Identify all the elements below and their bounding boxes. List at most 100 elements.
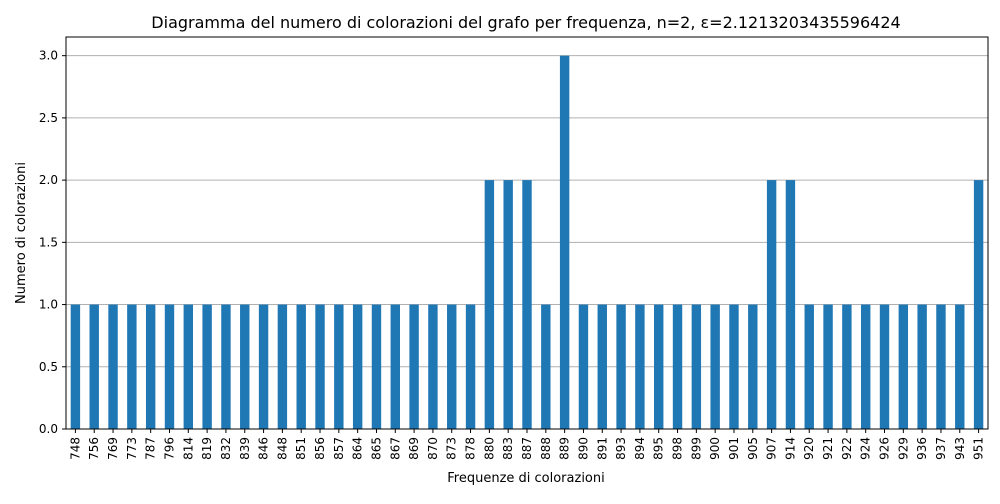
- bar-898: [672, 304, 683, 429]
- bar-926: [879, 304, 890, 429]
- bar-873: [447, 304, 457, 429]
- x-tick-label: 900: [708, 437, 722, 460]
- bar-887: [522, 180, 532, 429]
- bar-921: [823, 304, 833, 429]
- x-tick-label: 890: [576, 437, 590, 460]
- bar-856: [315, 304, 325, 429]
- x-tick-label: 901: [727, 437, 741, 460]
- bar-864: [352, 304, 363, 429]
- bar-857: [334, 304, 344, 429]
- x-tick-label: 936: [915, 437, 929, 460]
- x-tick-label: 905: [746, 437, 760, 460]
- x-tick-label: 943: [953, 437, 967, 460]
- x-tick-label: 856: [313, 437, 327, 460]
- bar-951: [973, 180, 984, 429]
- bar-901: [729, 304, 739, 429]
- x-tick-label: 893: [614, 437, 628, 460]
- x-tick-label: 869: [407, 437, 421, 460]
- bar-890: [578, 304, 589, 429]
- bar-937: [936, 304, 946, 429]
- x-tick-label: 926: [878, 437, 892, 460]
- x-tick-label: 880: [482, 437, 496, 460]
- y-tick-label: 0.0: [39, 422, 58, 436]
- bar-878: [465, 304, 476, 429]
- y-tick-label: 3.0: [39, 49, 58, 63]
- bar-920: [804, 304, 814, 429]
- x-tick-label: 895: [652, 437, 666, 460]
- bar-883: [503, 180, 513, 429]
- bar-907: [766, 180, 777, 429]
- bar-869: [409, 304, 419, 429]
- bar-748: [70, 304, 81, 429]
- x-tick-label: 921: [821, 437, 835, 460]
- bar-905: [748, 304, 758, 429]
- x-tick-label: 889: [558, 437, 572, 460]
- x-tick-label: 839: [238, 437, 252, 460]
- bar-929: [898, 304, 909, 429]
- bar-895: [654, 304, 664, 429]
- x-tick-label: 883: [501, 437, 515, 460]
- bar-787: [145, 304, 156, 429]
- y-tick-label: 1.5: [39, 235, 58, 249]
- x-tick-label: 748: [68, 437, 82, 460]
- bar-924: [860, 304, 871, 429]
- bar-893: [616, 304, 626, 429]
- y-tick-label: 2.5: [39, 111, 58, 125]
- bar-936: [917, 304, 927, 429]
- x-tick-label: 819: [200, 437, 214, 460]
- y-tick-label: 1.0: [39, 298, 58, 312]
- bar-922: [842, 304, 852, 429]
- bar-865: [371, 304, 382, 429]
- x-tick-label: 870: [426, 437, 440, 460]
- x-tick-label: 899: [689, 437, 703, 460]
- bar-894: [635, 304, 645, 429]
- bar-796: [164, 304, 175, 429]
- bar-880: [484, 180, 495, 429]
- x-tick-label: 787: [144, 437, 158, 460]
- bar-839: [240, 304, 250, 429]
- x-tick-label: 756: [87, 437, 101, 460]
- y-axis: 0.0 0.5 1.0 1.5 2.0 2.5 3.0: [39, 49, 66, 436]
- x-axis: 748 756 769 773 787 796 814 819 832 839 846 848 851 8…: [68, 429, 986, 460]
- x-tick-label: 887: [520, 437, 534, 460]
- bar-899: [691, 304, 702, 429]
- bar-889: [559, 55, 570, 430]
- x-tick-label: 867: [388, 437, 402, 460]
- x-tick-label: 922: [840, 437, 854, 460]
- bar-819: [202, 304, 212, 429]
- x-tick-label: 873: [445, 437, 459, 460]
- x-tick-label: 864: [351, 437, 365, 460]
- x-tick-label: 846: [257, 437, 271, 460]
- y-tick-label: 0.5: [39, 360, 58, 374]
- bar-914: [785, 180, 796, 429]
- x-tick-label: 848: [275, 437, 289, 460]
- bar-773: [127, 304, 137, 429]
- chart-title: Diagramma del numero di colorazioni del …: [151, 13, 900, 32]
- x-tick-label: 891: [595, 437, 609, 460]
- x-tick-label: 857: [332, 437, 346, 460]
- bars: [70, 55, 984, 430]
- bar-891: [597, 304, 607, 429]
- x-tick-label: 914: [783, 437, 797, 460]
- x-tick-label: 937: [934, 437, 948, 460]
- x-tick-label: 851: [294, 437, 308, 460]
- bar-756: [89, 304, 99, 429]
- x-tick-label: 888: [539, 437, 553, 460]
- bar-832: [221, 304, 231, 429]
- bar-851: [296, 304, 306, 429]
- x-tick-label: 907: [765, 437, 779, 460]
- bar-769: [108, 304, 118, 429]
- x-tick-label: 769: [106, 437, 120, 460]
- y-axis-label: Numero di colorazioni: [14, 162, 29, 304]
- x-tick-label: 951: [972, 437, 986, 460]
- x-tick-label: 878: [464, 437, 478, 460]
- x-tick-label: 832: [219, 437, 233, 460]
- bar-888: [541, 304, 551, 429]
- bar-900: [710, 304, 720, 429]
- x-tick-label: 796: [162, 437, 176, 460]
- bar-867: [390, 304, 400, 429]
- y-tick-label: 2.0: [39, 173, 58, 187]
- bar-846: [258, 304, 269, 429]
